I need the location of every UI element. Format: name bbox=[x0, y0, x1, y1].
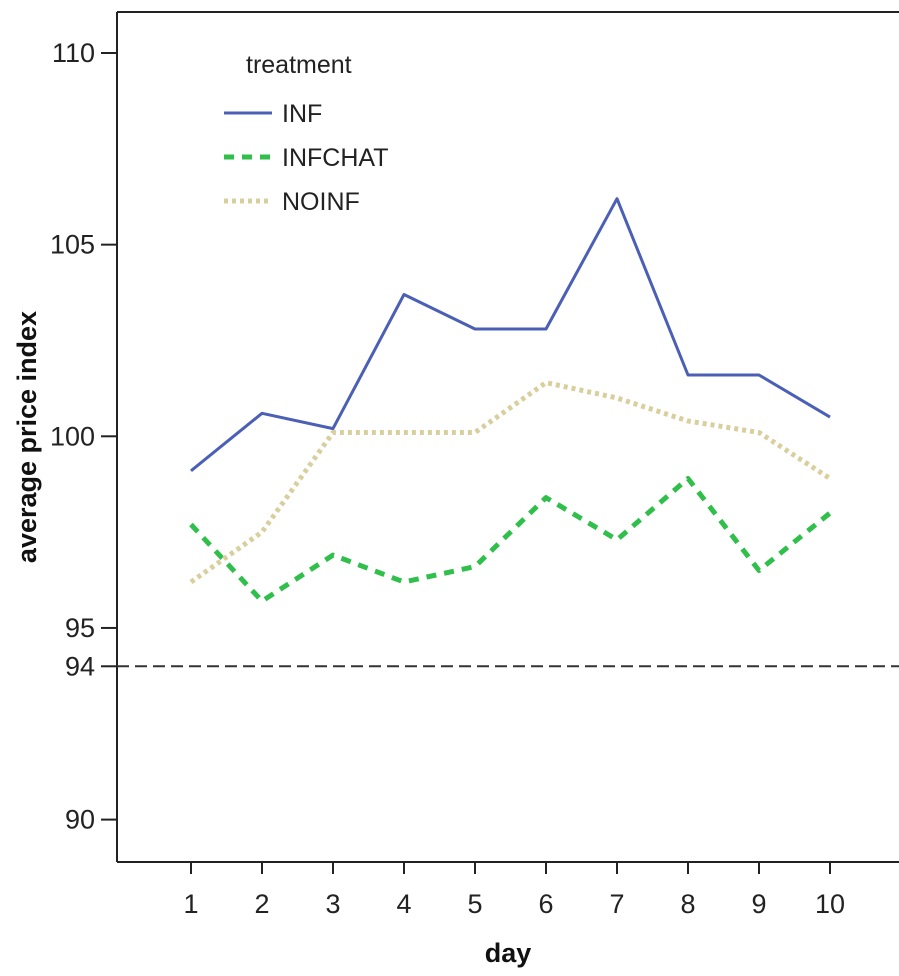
x-tick-label: 10 bbox=[815, 889, 845, 919]
y-axis-title: average price index bbox=[12, 311, 42, 563]
y-tick-label: 110 bbox=[52, 38, 95, 68]
legend-label-noinf: NOINF bbox=[282, 188, 360, 216]
y-tick-label: 90 bbox=[65, 805, 95, 835]
x-tick-label: 4 bbox=[396, 889, 411, 919]
legend-label-infchat: INFCHAT bbox=[282, 144, 388, 172]
y-tick-label: 95 bbox=[65, 613, 95, 643]
y-tick-label: 105 bbox=[50, 230, 95, 260]
x-tick-label: 1 bbox=[183, 889, 198, 919]
x-tick-label: 5 bbox=[467, 889, 482, 919]
x-tick-label: 3 bbox=[325, 889, 340, 919]
y-tick-label: 100 bbox=[50, 421, 95, 451]
x-tick-label: 9 bbox=[751, 889, 766, 919]
x-tick-label: 6 bbox=[538, 889, 553, 919]
x-tick-label: 2 bbox=[254, 889, 269, 919]
x-axis-title: day bbox=[485, 938, 532, 968]
x-tick-label: 7 bbox=[609, 889, 624, 919]
x-tick-label: 8 bbox=[680, 889, 695, 919]
y-tick-label: 94 bbox=[65, 651, 95, 681]
legend-title: treatment bbox=[246, 51, 352, 79]
legend-label-inf: INF bbox=[282, 100, 322, 128]
